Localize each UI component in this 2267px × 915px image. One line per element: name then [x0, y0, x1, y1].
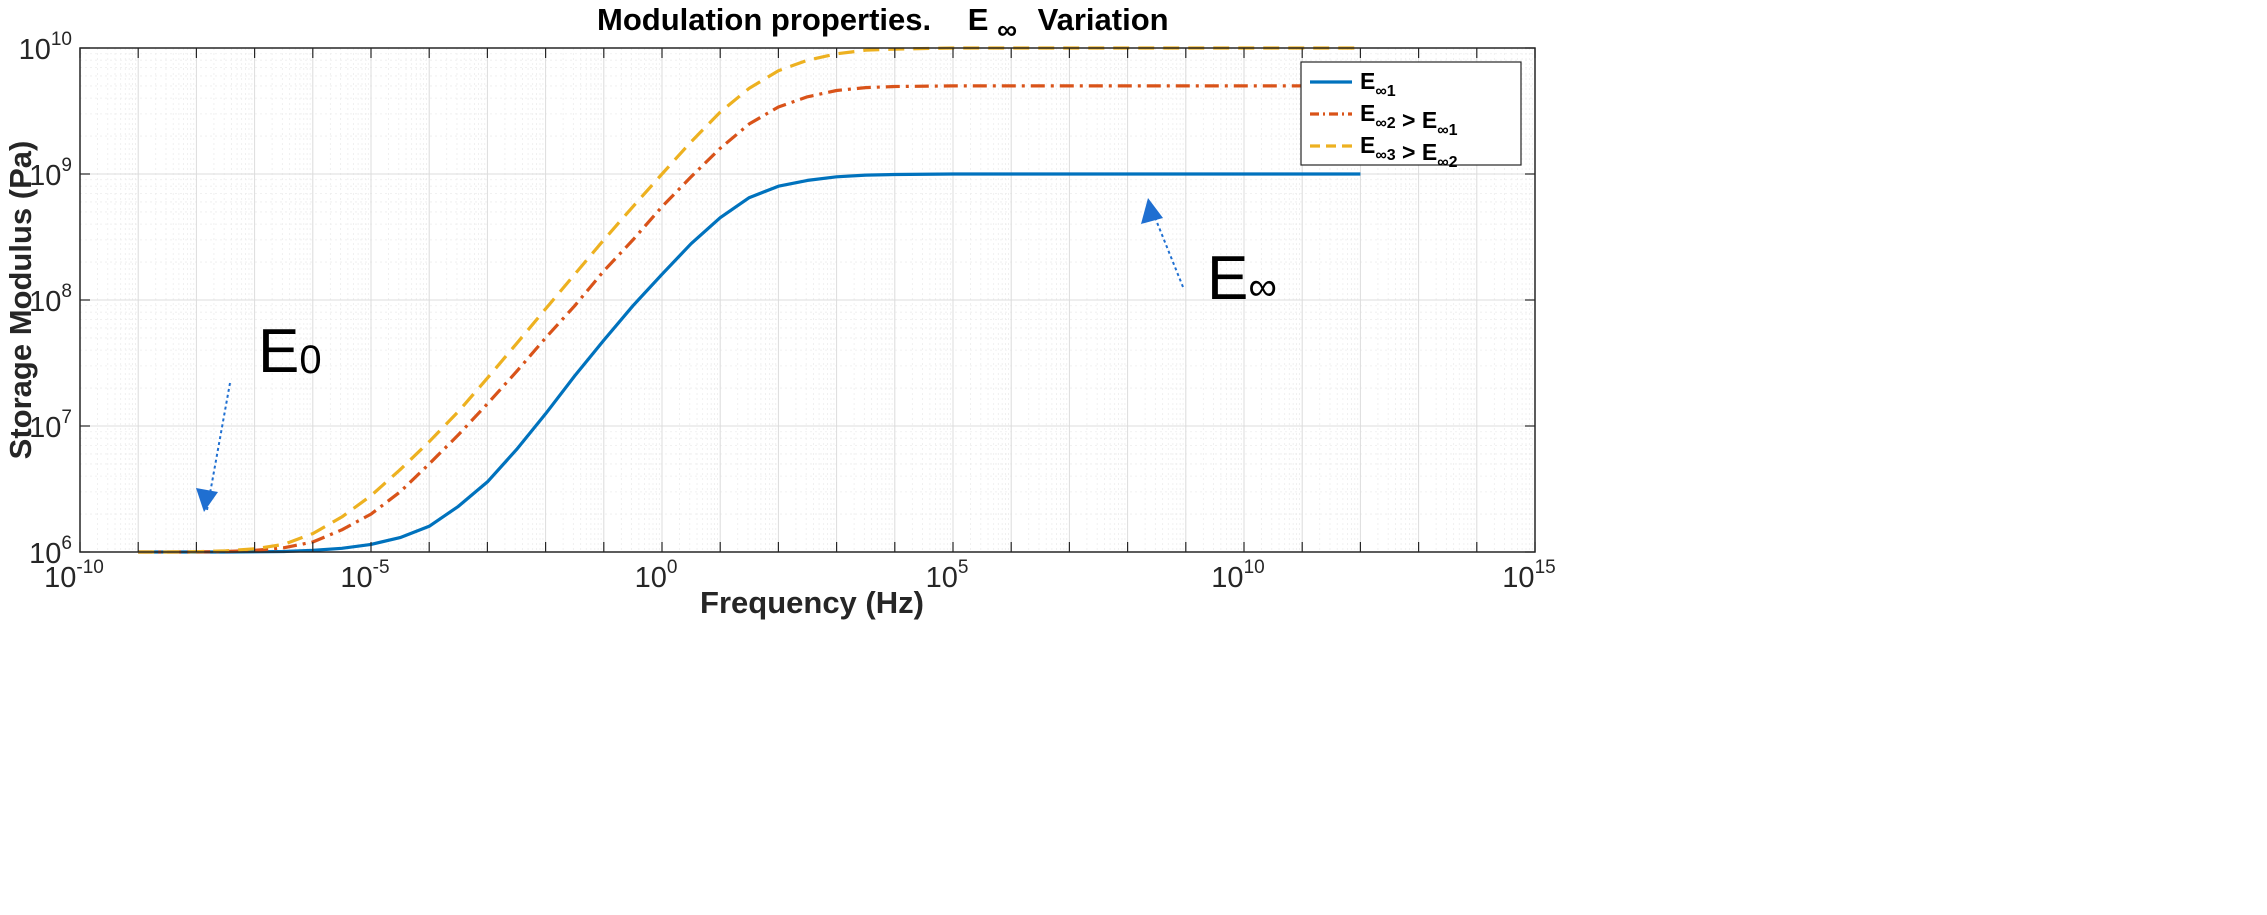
e0-sub: 0	[299, 338, 321, 382]
x-tick-label: 10-5	[340, 557, 389, 594]
e0-base: E	[258, 317, 299, 386]
y-tick-label: 107	[29, 407, 72, 444]
annotation-e0: E0	[196, 317, 322, 512]
legend-label-3: E∞3 > E∞2	[1360, 132, 1458, 171]
x-tick-label: 105	[926, 557, 969, 594]
series-line-1	[138, 172, 1361, 554]
x-tick-label: 1010	[1211, 557, 1264, 594]
x-tick-label: 100	[635, 557, 678, 594]
einf-label: E∞	[1207, 244, 1277, 313]
series-line-3	[138, 46, 1361, 554]
einf-base: E	[1207, 244, 1248, 313]
annotation-einf: E∞	[1141, 198, 1277, 313]
title-symbol-sub: ∞	[997, 14, 1017, 45]
title-rest: Variation	[1038, 2, 1169, 37]
tick-marks	[79, 47, 1536, 553]
y-tick-labels: 106 107 108 109 1010	[19, 29, 72, 570]
title-main: Modulation properties.	[597, 2, 931, 37]
y-tick-label: 109	[29, 155, 72, 192]
legend-entries: E∞1E∞2 > E∞1E∞3 > E∞2	[1310, 68, 1458, 171]
einf-sub: ∞	[1248, 265, 1277, 309]
e0-arrowhead	[196, 488, 218, 512]
x-tick-label: 10-10	[44, 557, 104, 594]
y-axis-title: Storage Modulus (Pa)	[3, 141, 38, 460]
legend-label-2: E∞2 > E∞1	[1360, 100, 1458, 139]
y-tick-label: 108	[29, 281, 72, 318]
series-line-2	[138, 84, 1361, 554]
title-symbol: E	[968, 2, 989, 37]
x-axis-title: Frequency (Hz)	[700, 585, 924, 620]
chart-title: Modulation properties. E ∞ Variation	[597, 2, 1169, 46]
legend: E∞1E∞2 > E∞1E∞3 > E∞2	[1300, 61, 1522, 171]
series-layer	[138, 46, 1361, 554]
y-tick-label: 106	[29, 533, 72, 570]
e0-label: E0	[258, 317, 322, 386]
einf-arrowhead	[1141, 198, 1163, 224]
x-tick-labels: 10-10 10-5 100 105 1010 1015	[44, 557, 1556, 594]
legend-label-1: E∞1	[1360, 68, 1396, 100]
y-tick-label: 1010	[19, 29, 72, 66]
x-tick-label: 1015	[1502, 557, 1555, 594]
